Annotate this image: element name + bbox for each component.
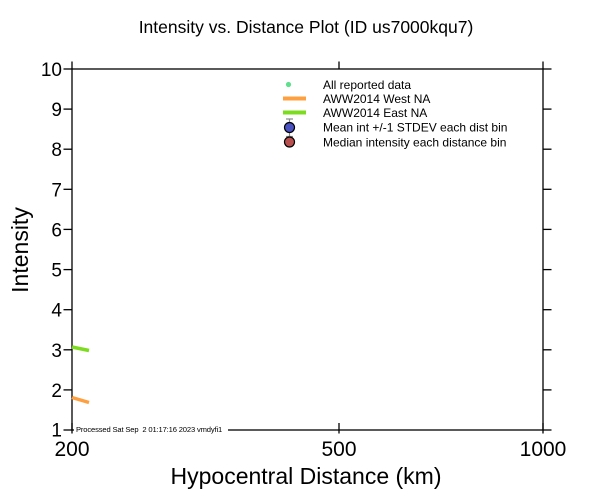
- processed-footnote: Processed Sat Sep 2 01:17:16 2023 vmdyfi…: [76, 425, 222, 434]
- legend-label-aww2014-west-na: AWW2014 West NA: [323, 92, 430, 106]
- y-tick-label-1: 1: [51, 421, 62, 442]
- legend-label-mean-int-stdev: Mean int +/-1 STDEV each dist bin: [323, 121, 507, 135]
- y-tick-label-3: 3: [51, 341, 62, 362]
- x-tick-label-200: 200: [54, 438, 89, 461]
- plot-frame: [71, 68, 544, 431]
- legend-label-all-reported-data: All reported data: [323, 78, 411, 92]
- x-axis-ticks-bottom: [71, 423, 544, 434]
- footnote-background: [74, 423, 228, 434]
- x-tick-label-500: 500: [321, 438, 356, 461]
- y-tick-label-2: 2: [51, 381, 62, 402]
- series-aww2014-east-na-line: [71, 345, 90, 353]
- x-axis-ticks-top: [71, 61, 544, 69]
- y-axis-label: Intensity: [7, 207, 33, 293]
- legend-label-aww2014-east-na: AWW2014 East NA: [323, 106, 427, 120]
- legend-marker-all-reported-data-dot: [285, 81, 292, 88]
- y-tick-label-5: 5: [51, 261, 62, 282]
- x-tick-label-1000: 1000: [520, 438, 567, 461]
- y-tick-label-6: 6: [51, 221, 62, 242]
- y-axis-tick-labels: 10 9 8 7 6 5 4 3 2 1: [41, 60, 63, 442]
- plot-title: Intensity vs. Distance Plot (ID us7000kq…: [139, 17, 474, 37]
- y-tick-label-10: 10: [41, 60, 62, 81]
- y-axis-ticks-right: [543, 68, 552, 431]
- legend-marker-median-circle: [283, 136, 296, 148]
- series-aww2014-west-na-line: [71, 395, 90, 405]
- legend: All reported data AWW2014 West NA AWW201…: [283, 78, 507, 150]
- x-axis-tick-labels: 200 500 1000: [54, 438, 566, 461]
- y-tick-label-9: 9: [51, 100, 62, 121]
- y-tick-label-8: 8: [51, 140, 62, 161]
- y-tick-label-4: 4: [51, 301, 62, 322]
- y-axis-ticks-left: [63, 68, 72, 431]
- y-tick-label-7: 7: [51, 181, 62, 202]
- x-axis-label: Hypocentral Distance (km): [171, 463, 442, 489]
- legend-marker-mean-circle: [283, 121, 296, 134]
- legend-label-median-intensity: Median intensity each distance bin: [323, 136, 506, 150]
